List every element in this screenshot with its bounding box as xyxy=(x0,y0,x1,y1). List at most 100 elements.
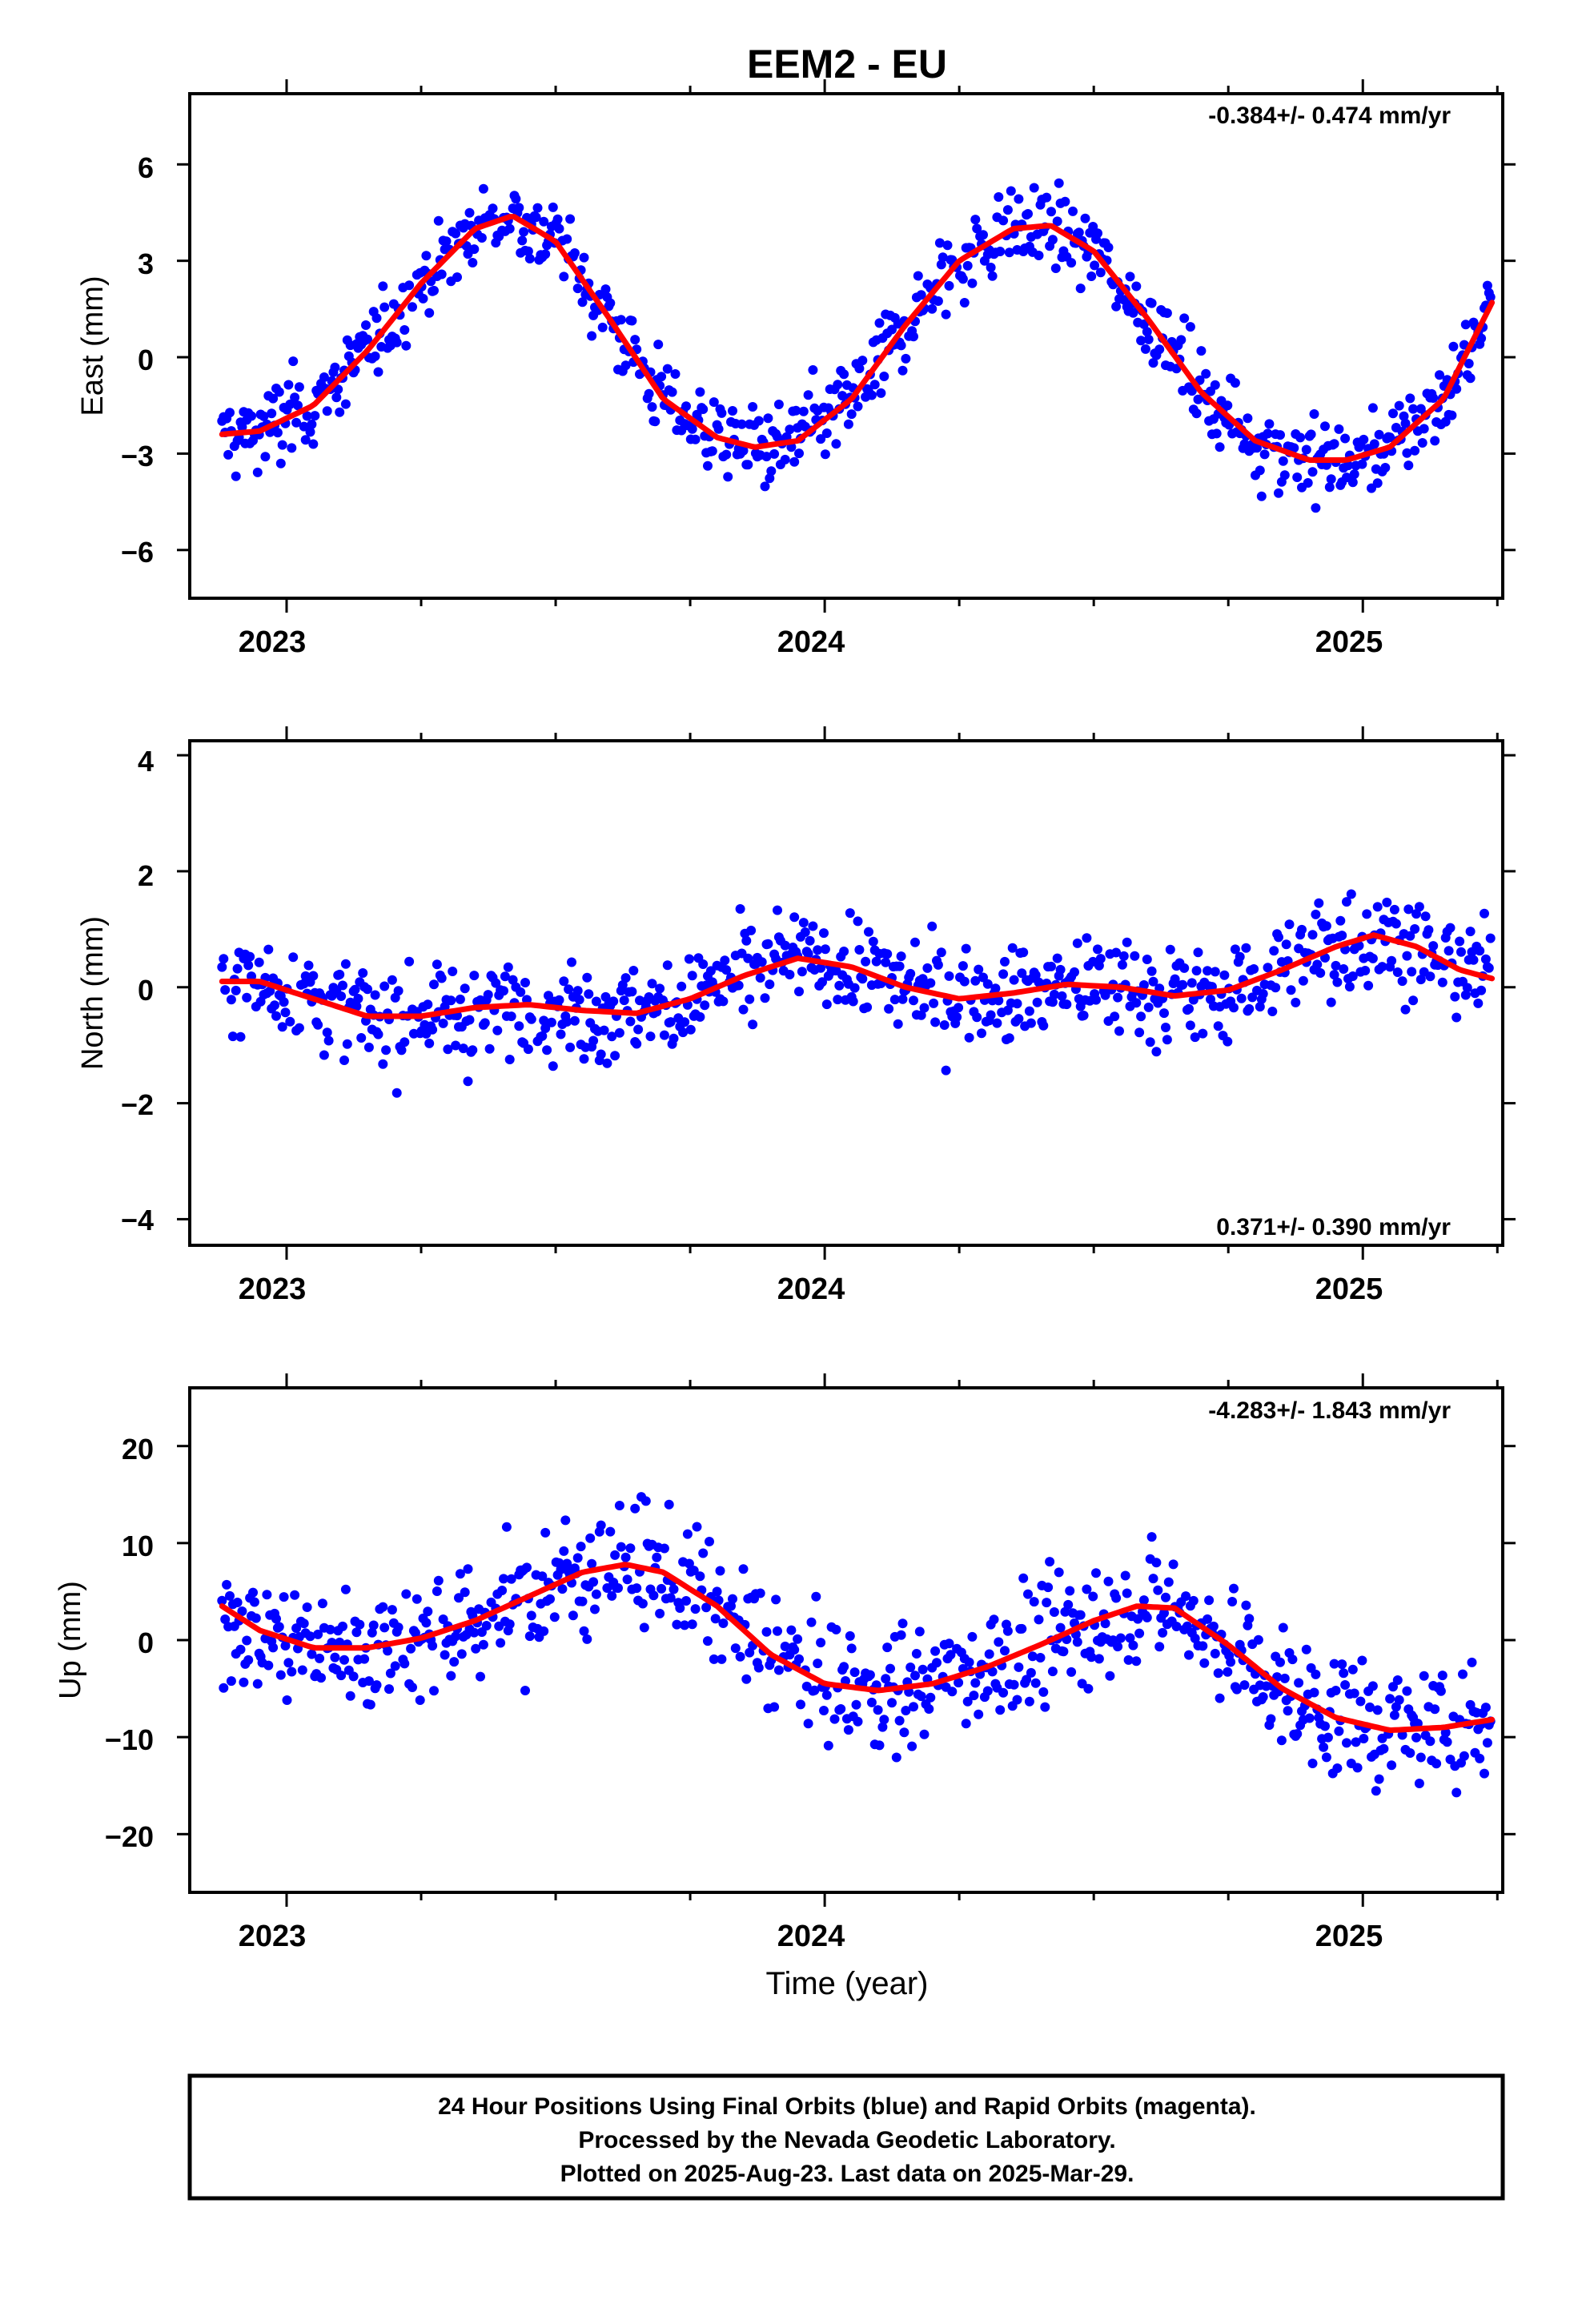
data-point xyxy=(995,247,1006,256)
data-point xyxy=(1468,955,1479,965)
data-point xyxy=(1329,439,1339,449)
data-point xyxy=(896,1630,906,1640)
data-point xyxy=(1435,370,1444,380)
data-point xyxy=(492,1025,503,1035)
data-point xyxy=(821,1690,832,1700)
data-point xyxy=(1023,209,1033,219)
data-point xyxy=(1417,438,1427,448)
data-point xyxy=(355,1619,365,1630)
data-point xyxy=(1184,1003,1194,1014)
data-point xyxy=(786,1625,797,1635)
data-point xyxy=(433,215,444,226)
data-point xyxy=(1475,1753,1485,1763)
data-point xyxy=(1086,271,1097,281)
data-point xyxy=(464,207,475,218)
data-point xyxy=(952,1012,962,1022)
data-point xyxy=(635,995,644,1006)
data-point xyxy=(1052,216,1062,227)
data-point xyxy=(839,947,849,956)
data-point xyxy=(913,271,923,281)
data-point xyxy=(625,1543,636,1554)
data-point xyxy=(1103,1576,1114,1586)
data-point xyxy=(1309,1687,1319,1698)
data-point xyxy=(1304,1713,1315,1723)
data-point xyxy=(271,1614,281,1624)
east-ytick-label: −3 xyxy=(121,440,154,472)
data-point xyxy=(1000,1646,1010,1656)
data-point xyxy=(476,1671,485,1682)
data-point xyxy=(219,1683,229,1693)
data-point xyxy=(866,1697,877,1707)
data-point xyxy=(1006,186,1016,196)
data-point xyxy=(252,467,263,477)
data-point xyxy=(460,983,470,994)
east-points xyxy=(217,178,1496,513)
data-point xyxy=(662,960,673,971)
data-point xyxy=(1118,951,1129,961)
data-point xyxy=(322,406,332,416)
data-point xyxy=(922,963,933,973)
data-point xyxy=(1319,1742,1329,1752)
data-point xyxy=(271,1011,281,1021)
data-point xyxy=(690,434,701,444)
data-point xyxy=(1038,1020,1049,1031)
data-point xyxy=(1347,1664,1358,1675)
data-point xyxy=(1389,1710,1399,1720)
data-point xyxy=(1066,258,1077,268)
data-point xyxy=(919,1003,930,1013)
data-point xyxy=(811,1591,821,1602)
data-point xyxy=(789,912,800,923)
data-point xyxy=(556,1029,566,1039)
data-point xyxy=(1485,933,1496,943)
data-point xyxy=(941,1065,951,1076)
data-point xyxy=(1134,1628,1145,1638)
data-point xyxy=(331,392,342,403)
data-point xyxy=(454,1593,464,1603)
data-point xyxy=(1083,1683,1094,1694)
data-point xyxy=(1186,978,1197,988)
data-point xyxy=(692,1522,702,1532)
data-point xyxy=(1307,467,1318,477)
data-point xyxy=(415,1695,425,1705)
data-point xyxy=(1018,947,1029,958)
data-point xyxy=(794,448,804,459)
data-point xyxy=(1464,359,1474,368)
data-point xyxy=(429,285,439,296)
data-point xyxy=(1070,967,1079,977)
data-point xyxy=(469,971,480,981)
data-point xyxy=(1275,1657,1285,1667)
data-point xyxy=(401,340,412,351)
data-point xyxy=(837,391,848,401)
data-point xyxy=(936,259,946,270)
data-point xyxy=(302,411,312,421)
data-point xyxy=(1122,1588,1132,1598)
data-point xyxy=(243,1655,254,1665)
data-point xyxy=(251,1613,261,1623)
data-point xyxy=(557,1584,568,1594)
data-point xyxy=(531,212,541,223)
data-point xyxy=(687,971,697,981)
data-point xyxy=(1165,944,1175,955)
data-point xyxy=(1263,428,1273,439)
data-point xyxy=(282,1695,292,1705)
data-point xyxy=(745,994,755,1004)
data-point xyxy=(217,962,227,972)
data-point xyxy=(1391,919,1401,929)
data-point xyxy=(1405,931,1415,941)
data-point xyxy=(274,387,284,397)
data-point xyxy=(1440,1727,1451,1738)
data-point xyxy=(755,1588,765,1598)
data-point xyxy=(401,1589,412,1599)
data-point xyxy=(813,1659,823,1669)
data-point xyxy=(1055,1622,1066,1633)
data-point xyxy=(1004,1033,1014,1043)
data-point xyxy=(1052,953,1062,963)
data-point xyxy=(874,1740,885,1751)
data-point xyxy=(300,435,311,445)
data-point xyxy=(1379,1743,1389,1754)
data-point xyxy=(748,1019,758,1030)
data-point xyxy=(1360,966,1371,975)
north-ytick-label: 4 xyxy=(138,745,154,778)
data-point xyxy=(1460,990,1471,1000)
data-point xyxy=(294,382,304,392)
